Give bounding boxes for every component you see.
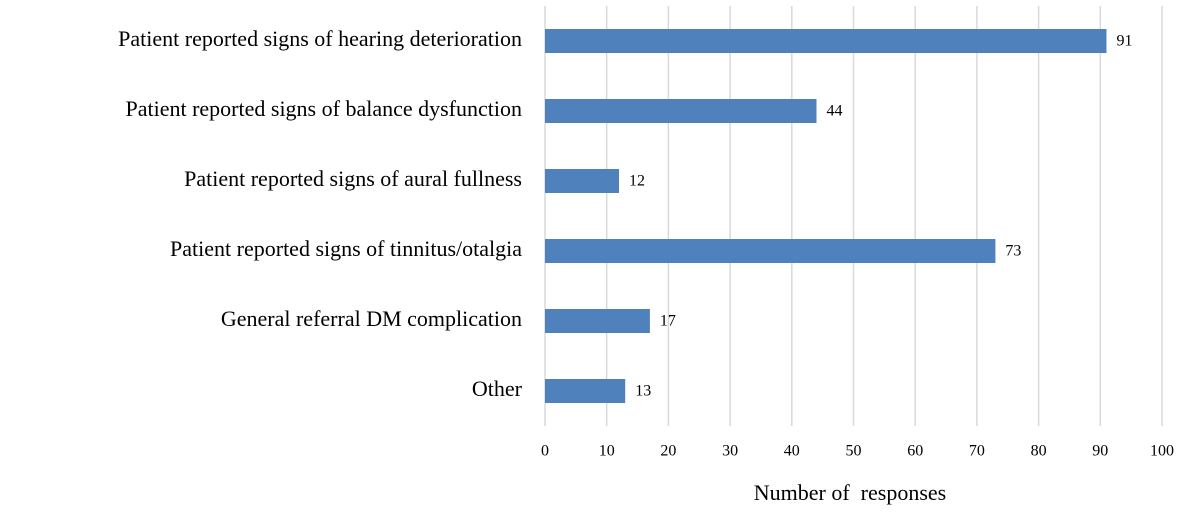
data-label: 73: [1005, 243, 1021, 260]
bar: [545, 99, 817, 123]
bar: [545, 309, 650, 333]
bar: [545, 239, 996, 263]
x-tick-label: 40: [784, 443, 800, 460]
x-tick-label: 70: [969, 443, 985, 460]
x-tick-label: 0: [541, 443, 549, 460]
y-tick-label: General referral DM complication: [221, 306, 522, 331]
x-tick-label: 30: [722, 443, 738, 460]
x-axis-label: Number of responses: [754, 480, 946, 505]
x-tick-label: 50: [846, 443, 862, 460]
x-tick-label: 90: [1092, 443, 1108, 460]
data-label: 91: [1116, 33, 1132, 50]
data-label: 44: [826, 103, 842, 120]
y-tick-label: Other: [472, 376, 523, 401]
y-tick-label: Patient reported signs of tinnitus/otalg…: [170, 236, 522, 261]
data-label: 13: [635, 383, 651, 400]
y-tick-label: Patient reported signs of hearing deteri…: [118, 26, 522, 51]
bar: [545, 29, 1107, 53]
data-label: 12: [629, 173, 645, 190]
x-tick-label: 10: [599, 443, 615, 460]
x-tick-label: 100: [1150, 443, 1174, 460]
x-tick-label: 80: [1031, 443, 1047, 460]
x-tick-label: 20: [660, 443, 676, 460]
y-tick-label: Patient reported signs of aural fullness: [184, 166, 522, 191]
x-tick-label: 60: [907, 443, 923, 460]
data-label: 17: [660, 313, 676, 330]
bar: [545, 169, 620, 193]
y-tick-label: Patient reported signs of balance dysfun…: [125, 96, 522, 121]
bar: [545, 379, 626, 403]
